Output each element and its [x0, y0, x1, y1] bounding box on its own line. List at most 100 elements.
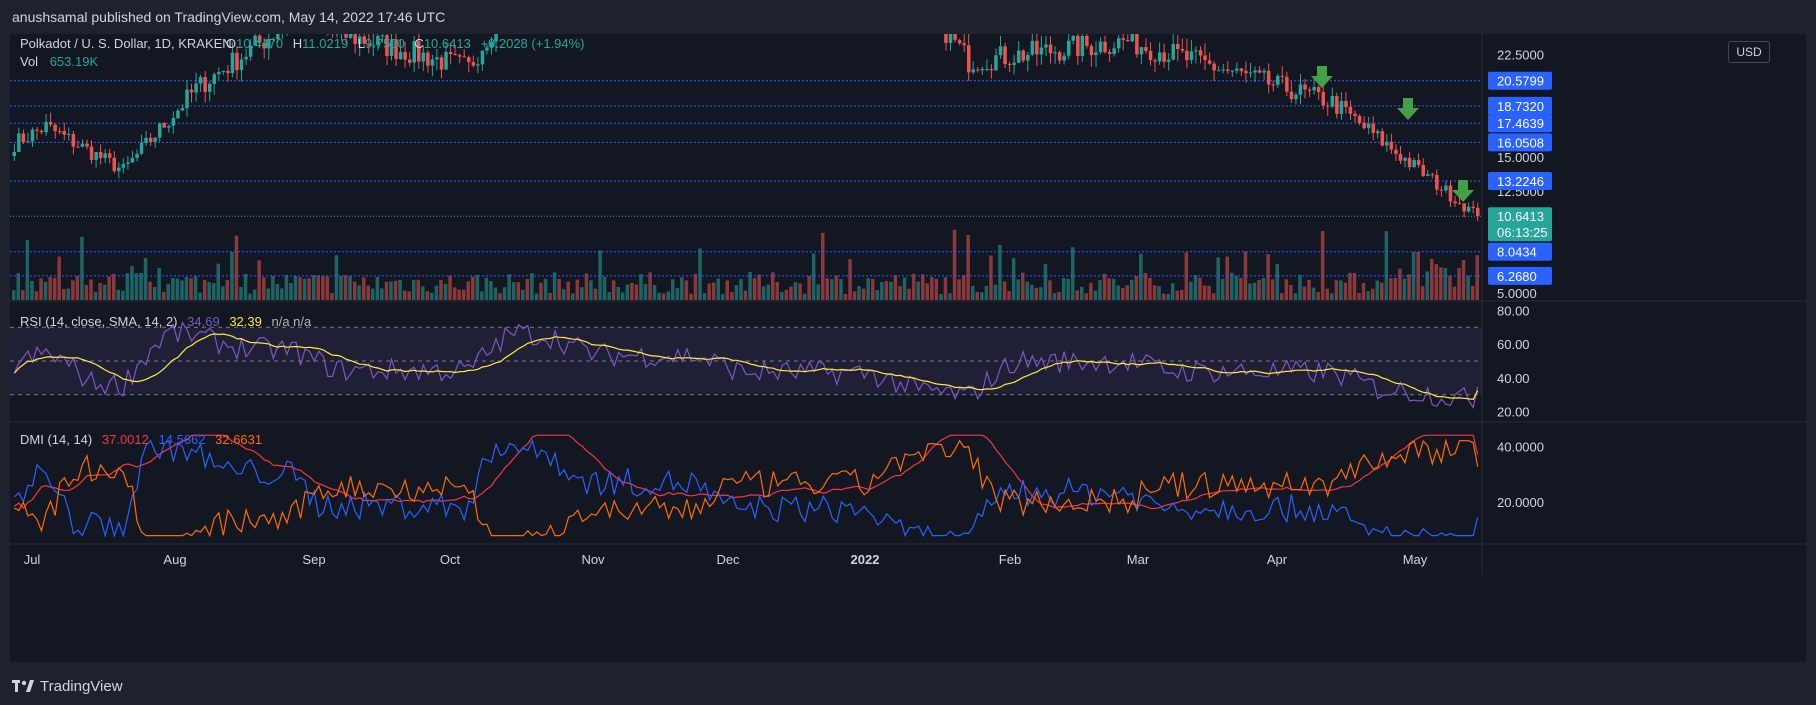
- volume-bar: [212, 283, 216, 300]
- candle: [948, 27, 953, 51]
- volume-bar: [416, 279, 420, 300]
- volume-bar: [180, 280, 184, 300]
- candle: [1385, 134, 1389, 152]
- volume-bar: [993, 284, 998, 300]
- volume-bar: [1198, 277, 1202, 300]
- price-tick-label: 15.0000: [1497, 150, 1544, 165]
- sell-arrow-icon: [1311, 66, 1333, 88]
- volume-bar: [1334, 280, 1339, 300]
- volume-bar: [839, 279, 843, 300]
- volume-bar: [780, 291, 784, 300]
- x-tick-label: Dec: [716, 552, 740, 567]
- volume-bar: [680, 277, 684, 300]
- volume-bar: [716, 278, 720, 300]
- volume-bar: [307, 278, 311, 300]
- volume-bar: [957, 279, 961, 300]
- volume-bar: [534, 293, 539, 300]
- volume-bar: [998, 244, 1002, 300]
- candle: [385, 32, 389, 65]
- candle: [1262, 68, 1266, 80]
- chart-panel[interactable]: 80.00 60.00 40.00 20.00 40.0000 20.0000 22.5…: [10, 0, 1806, 662]
- volume-bar: [657, 292, 661, 300]
- volume-bar: [816, 284, 820, 300]
- volume-bar: [621, 292, 625, 300]
- volume-bar: [139, 273, 143, 300]
- candle: [1235, 62, 1239, 74]
- volume-bar: [266, 288, 270, 300]
- volume-bar: [771, 272, 775, 300]
- volume-bar: [925, 283, 929, 300]
- candle: [226, 65, 230, 82]
- volume-bar: [498, 293, 502, 300]
- volume-bar: [402, 290, 407, 300]
- volume-bar: [443, 283, 448, 300]
- candle: [1139, 47, 1144, 65]
- level-badge: [1488, 71, 1552, 90]
- plus-di-line: [13, 438, 1479, 538]
- volume-bar: [521, 289, 525, 300]
- candle: [1298, 73, 1303, 105]
- candle: [467, 55, 471, 73]
- candle: [198, 74, 203, 92]
- volume-bar: [1275, 264, 1279, 300]
- volume-bar: [766, 284, 770, 300]
- candle: [957, 38, 962, 46]
- volume-bar: [1316, 292, 1320, 300]
- volume-bar: [162, 291, 166, 300]
- volume-bar: [48, 276, 52, 300]
- volume-bar: [1280, 293, 1284, 300]
- candle: [426, 50, 430, 73]
- candle: [267, 32, 271, 60]
- candle: [489, 36, 494, 55]
- candle: [17, 127, 21, 153]
- candle: [21, 129, 26, 145]
- candle: [1462, 202, 1466, 218]
- volume-bar: [566, 281, 570, 300]
- volume-bar: [384, 281, 389, 300]
- volume-bar: [1361, 282, 1366, 300]
- volume-bar: [1330, 293, 1334, 300]
- volume-bar: [1284, 279, 1289, 300]
- currency-button[interactable]: USD: [1728, 41, 1770, 63]
- sell-arrow-icon: [1397, 98, 1419, 120]
- volume-bar: [398, 280, 402, 300]
- candle: [1021, 49, 1025, 63]
- candle: [162, 122, 166, 128]
- volume-bar: [711, 282, 716, 300]
- candle: [480, 50, 485, 71]
- rsi-value: 34.69: [187, 314, 220, 329]
- candle: [1194, 46, 1198, 64]
- volume-bar: [757, 274, 761, 300]
- candle: [417, 28, 421, 69]
- candle: [1107, 49, 1112, 62]
- candle: [153, 137, 157, 148]
- candle: [221, 70, 226, 75]
- volume-bar: [239, 287, 243, 300]
- volume-bar: [843, 294, 848, 300]
- candle: [1471, 200, 1475, 214]
- volume-bar: [648, 272, 652, 300]
- volume-bar: [343, 275, 348, 300]
- open-value: 10.4470: [236, 36, 283, 51]
- volume-bar: [698, 248, 702, 300]
- candle: [1053, 46, 1057, 64]
- volume-bar: [302, 278, 307, 300]
- volume-bar: [834, 275, 839, 300]
- price-chart-svg[interactable]: 80.00 60.00 40.00 20.00 40.0000 20.0000 22.5…: [10, 0, 1806, 662]
- volume-bar: [334, 255, 339, 300]
- candle: [412, 35, 416, 73]
- volume-bar: [412, 280, 416, 300]
- candle: [1176, 35, 1180, 62]
- volume-bar: [752, 278, 757, 300]
- candle: [1289, 81, 1294, 103]
- volume-bar: [357, 285, 361, 300]
- candle: [212, 72, 216, 95]
- candle: [35, 127, 39, 140]
- volume-bar: [1389, 278, 1393, 300]
- volume-bar: [43, 281, 48, 300]
- volume-bar: [489, 281, 493, 300]
- candle: [1185, 38, 1189, 69]
- volume-bar: [743, 290, 748, 300]
- volume-bar: [1161, 293, 1166, 300]
- candle: [98, 144, 103, 165]
